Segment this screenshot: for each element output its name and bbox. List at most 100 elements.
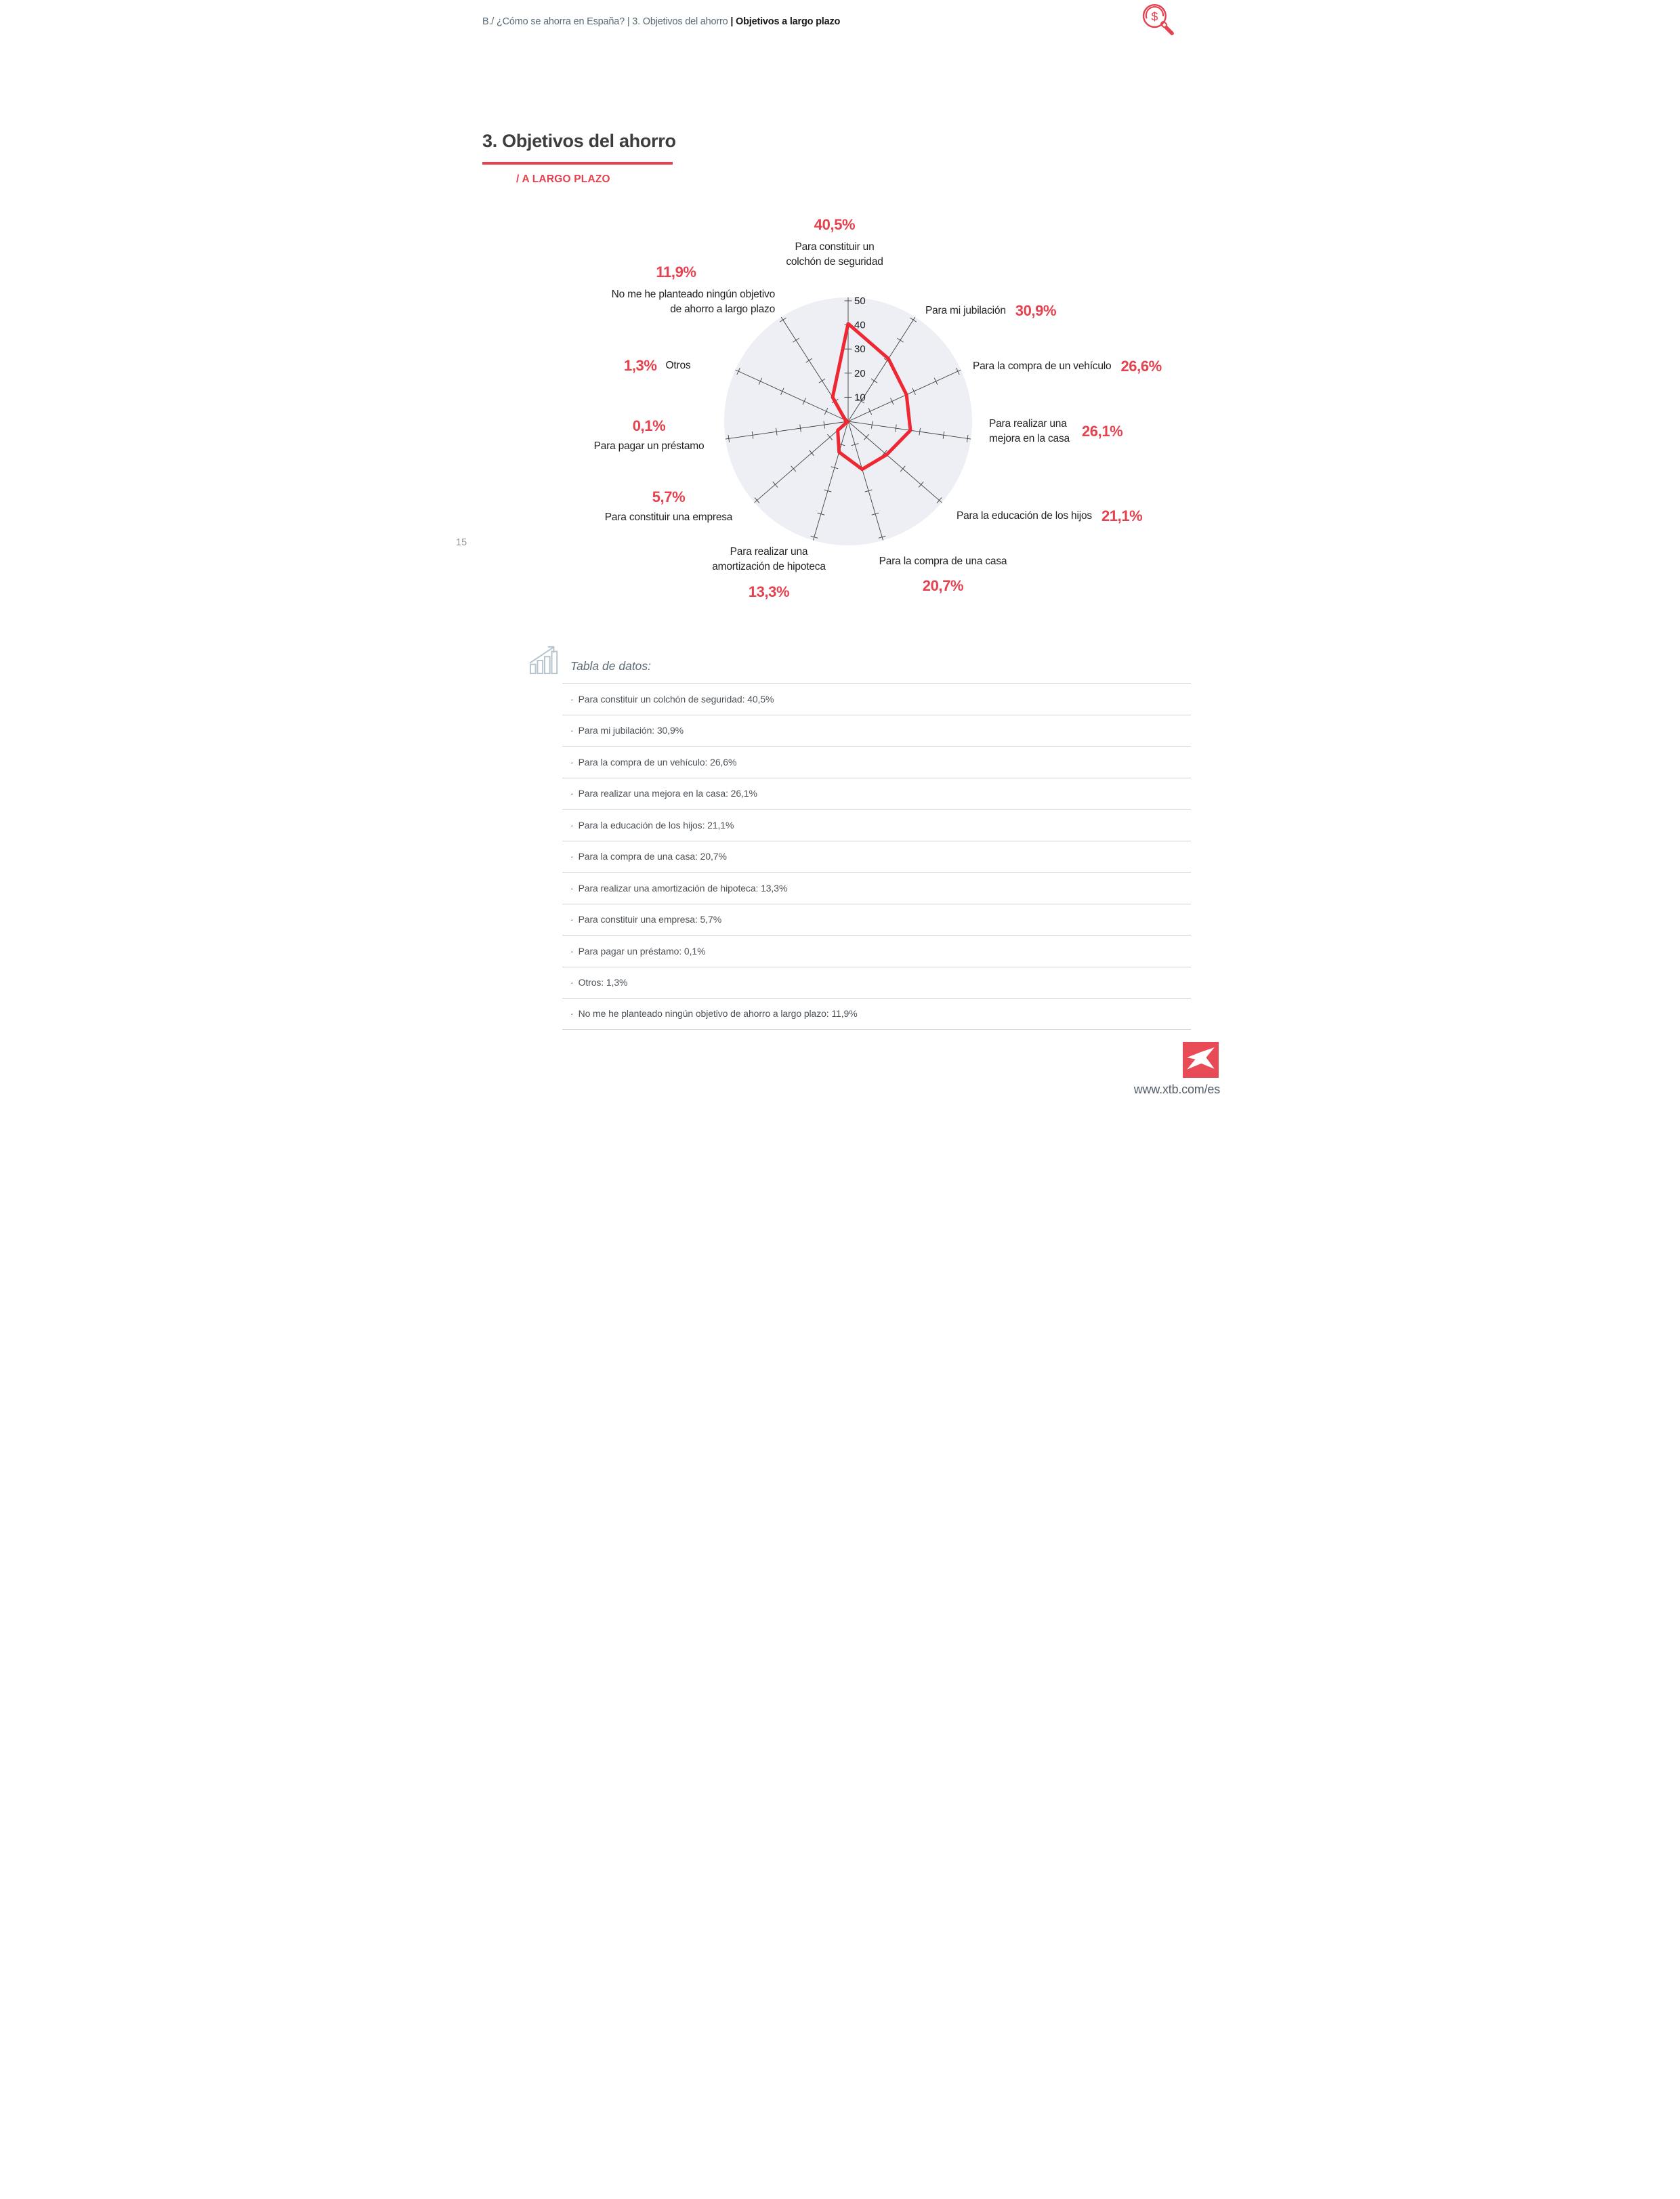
table-row: · Para constituir una empresa: 5,7% — [562, 903, 1191, 936]
radar-tick — [823, 421, 825, 429]
category-label: Para la compra de un vehículo — [973, 360, 1112, 372]
breadcrumb-current: | Objetivos a largo plazo — [730, 16, 841, 27]
table-row-text: Para la compra de un vehículo: 26,6% — [578, 756, 737, 768]
report-page: B./ ¿Cómo se ahorra en España? | 3. Obje… — [420, 0, 1260, 1100]
category-label: Para pagar un préstamo — [593, 440, 705, 453]
value-label: 0,1% — [632, 417, 666, 434]
radar-tick — [912, 388, 916, 395]
radar-tick — [933, 377, 938, 385]
category-label: Para la educación de los hijos — [957, 509, 1092, 522]
svg-text:$: $ — [1151, 10, 1158, 24]
xtb-x-mark — [1187, 1047, 1215, 1070]
radar-tick — [878, 535, 886, 539]
radar-tick — [824, 408, 828, 415]
bullet: · — [570, 725, 574, 736]
chart-label-vehiculo: Para la compra de un vehículo 26,6% — [973, 356, 1162, 377]
radar-axis — [847, 421, 883, 541]
value-label: 40,5% — [814, 216, 856, 233]
value-label: 30,9% — [1015, 302, 1057, 319]
radar-chart: 10 20 30 40 50 — [724, 295, 972, 545]
radar-tick — [868, 408, 873, 415]
radar-tick — [956, 367, 960, 375]
radar-tick — [864, 489, 873, 493]
table-row: · Para la educación de los hijos: 21,1% — [562, 809, 1191, 841]
table-row-text: Para la educación de los hijos: 21,1% — [578, 819, 734, 831]
bullet: · — [570, 851, 574, 862]
radar-tick — [881, 450, 887, 457]
radar-tick — [895, 424, 897, 432]
chart-label-jubilacion: Para mi jubilación 30,9% — [925, 300, 1057, 321]
table-row: · Otros: 1,3% — [562, 966, 1191, 999]
radar-tick — [936, 497, 942, 504]
radar-tick — [817, 512, 825, 516]
radar-data-polygon — [831, 322, 912, 472]
radar-tick — [871, 512, 879, 516]
breadcrumb: B./ ¿Cómo se ahorra en España? | 3. Obje… — [482, 16, 840, 27]
table-row-text: Para constituir una empresa: 5,7% — [578, 914, 722, 925]
radar-axis — [735, 369, 849, 422]
bullet: · — [570, 756, 574, 768]
radar-tick — [966, 434, 969, 442]
table-row-text: Para constituir un colchón de seguridad:… — [578, 693, 774, 705]
radar-axis — [847, 316, 916, 422]
title-underline — [482, 162, 673, 165]
table-row-text: Para mi jubilación: 30,9% — [578, 725, 684, 736]
radar-tick — [799, 424, 801, 432]
table-row: · Para realizar una mejora en la casa: 26… — [562, 777, 1191, 810]
radar-scale-label: 50 — [854, 295, 866, 307]
chart-label-prestamo: 0,1% Para pagar un préstamo — [594, 415, 705, 454]
table-row: · Para constituir un colchón de seguridad… — [562, 683, 1191, 715]
category-label: No me he planteado ningún objetivo de ah… — [611, 289, 776, 316]
data-table: · Para constituir un colchón de seguridad… — [562, 683, 1191, 1030]
bullet: · — [570, 882, 574, 894]
footer-url[interactable]: www.xtb.com/es — [1133, 1083, 1220, 1096]
category-label: Para realizar una amortización de hipote… — [712, 546, 826, 572]
value-label: 26,1% — [1081, 423, 1123, 440]
table-row-text: Para realizar una amortización de hipote… — [578, 882, 788, 894]
chart-label-compra-casa: Para la compra de una casa 20,7% — [879, 554, 1007, 596]
value-label: 26,6% — [1120, 358, 1162, 375]
radar-tick — [809, 450, 815, 457]
radar-tick — [919, 427, 921, 436]
radar-tick — [758, 377, 763, 385]
radar-tick — [810, 535, 818, 539]
radar-tick — [751, 431, 754, 439]
category-label: Para constituir una empresa — [604, 511, 733, 524]
table-row: · Para la compra de una casa: 20,7% — [562, 840, 1191, 873]
page-title: 3. Objetivos del ahorro — [482, 131, 676, 151]
radar-tick — [942, 431, 945, 439]
bullet: · — [570, 977, 574, 988]
radar-tick — [805, 358, 813, 363]
radar-tick — [728, 434, 730, 442]
data-table-title: Tabla de datos: — [570, 659, 652, 673]
radar-axis — [725, 421, 849, 440]
radar-tick — [900, 465, 906, 472]
radar-tick — [871, 421, 873, 429]
bullet: · — [570, 693, 574, 705]
dollar-magnifier-icon: $ — [1142, 3, 1174, 35]
chart-label-educacion-hijos: Para la educación de los hijos 21,1% — [957, 505, 1143, 526]
category-label: Para constituir un colchón de seguridad — [786, 241, 883, 268]
radar-tick — [824, 489, 832, 493]
table-row-text: Otros: 1,3% — [578, 977, 628, 988]
category-label: Para realizar una mejora en la casa — [989, 418, 1070, 444]
radar-axis — [847, 369, 961, 422]
radar-tick — [802, 398, 806, 405]
page-number: 15 — [456, 537, 467, 548]
category-label: Para mi jubilación — [925, 304, 1006, 316]
radar-tick — [818, 378, 826, 383]
radar-axis — [813, 421, 849, 541]
table-row: · Para pagar un préstamo: 0,1% — [562, 935, 1191, 967]
radar-tick — [851, 443, 859, 446]
chart-label-amortizacion-hipoteca: Para realizar una amortización de hipote… — [712, 545, 826, 602]
value-label: 11,9% — [656, 264, 696, 280]
radar-scale-label: 30 — [854, 343, 866, 355]
table-row: · Para la compra de un vehículo: 26,6% — [562, 746, 1191, 778]
bar-chart-icon — [529, 646, 558, 675]
radar-axis — [847, 421, 942, 503]
radar-axis — [754, 421, 849, 503]
category-label: Otros — [665, 359, 691, 371]
chart-label-colchon-seguridad: 40,5% Para constituir un colchón de segu… — [786, 214, 883, 270]
chart-label-empresa: 5,7% Para constituir una empresa — [604, 486, 733, 525]
chart-label-ningun-objetivo: 11,9% No me he planteado ningún objetivo… — [577, 261, 776, 317]
